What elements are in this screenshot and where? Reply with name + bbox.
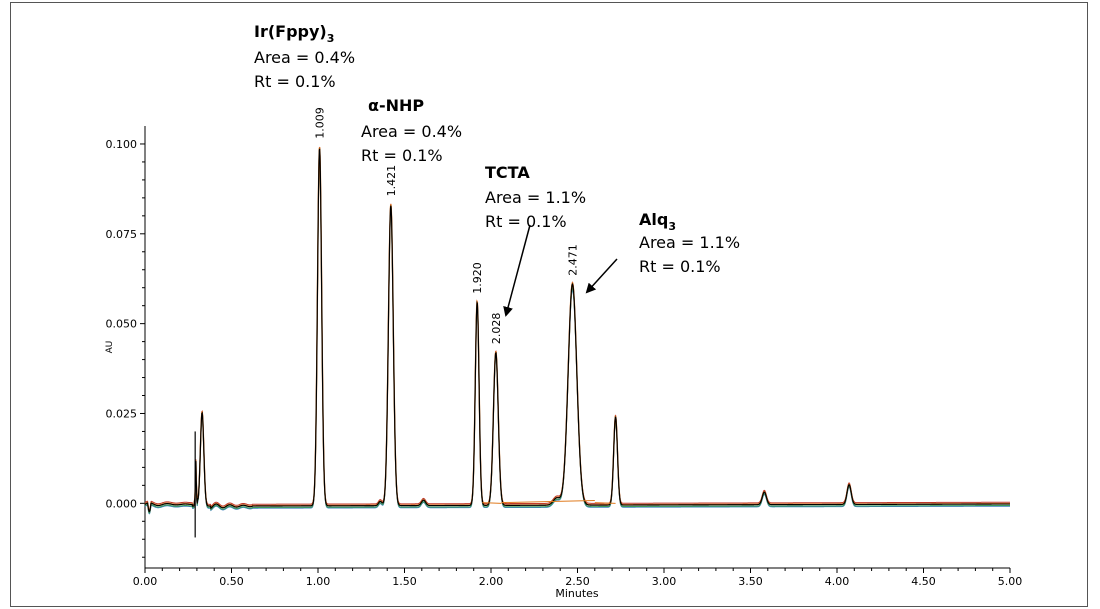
peak-rt-label: 2.028 [490, 313, 503, 345]
y-tick-label: 0.025 [106, 407, 138, 420]
annotation-alq-area: Area = 1.1% [639, 233, 740, 252]
y-axis-title: AU [105, 341, 115, 354]
annotation-irfppy: Ir(Fppy)3 Area = 0.4% Rt = 0.1% [254, 22, 355, 91]
annotation-tcta-name: TCTA [485, 163, 530, 182]
y-tick-label: 0.100 [106, 138, 138, 151]
x-ticks: 0.00 0.50 1.00 1.50 2.00 2.50 3.00 3.50 4.00 4.50… [133, 568, 1023, 588]
annotation-tcta-area: Area = 1.1% [485, 188, 586, 207]
x-tick-label: 4.00 [825, 575, 850, 588]
peak-rt-label: 1.009 [314, 107, 327, 139]
x-tick-label: 0.00 [133, 575, 158, 588]
integration-baseline [501, 500, 594, 502]
trace-blue [145, 156, 1010, 513]
y-tick-label: 0.000 [106, 497, 138, 510]
annotation-alq: Alq3 Area = 1.1% Rt = 0.1% [639, 210, 740, 276]
x-tick-label: 3.00 [652, 575, 677, 588]
annotation-anhp-area: Area = 0.4% [361, 122, 462, 141]
alq-arrow [587, 259, 617, 292]
tcta-arrow [506, 225, 530, 315]
x-tick-label: 0.50 [219, 575, 244, 588]
x-tick-label: 2.00 [479, 575, 504, 588]
y-tick-label: 0.075 [106, 228, 138, 241]
annotation-alq-rt: Rt = 0.1% [639, 257, 721, 276]
annotation-anhp-rt: Rt = 0.1% [361, 146, 443, 165]
annotation-anhp-name: α-NHP [368, 96, 424, 115]
annotation-irfppy-rt: Rt = 0.1% [254, 72, 336, 91]
x-tick-label: 1.50 [392, 575, 417, 588]
x-axis-title: Minutes [555, 587, 599, 600]
peak-rt-label: 1.421 [385, 165, 398, 197]
x-tick-label: 3.50 [738, 575, 763, 588]
peak-rt-label: 1.920 [471, 262, 484, 294]
trace-green [145, 154, 1010, 513]
annotation-irfppy-name: Ir(Fppy)3 [254, 22, 334, 45]
annotation-tcta-rt: Rt = 0.1% [485, 212, 567, 231]
peak-rt-label: 2.471 [567, 244, 580, 276]
annotation-alq-name: Alq3 [639, 210, 676, 233]
annotation-tcta: TCTA Area = 1.1% Rt = 0.1% [485, 163, 586, 231]
x-tick-label: 1.00 [306, 575, 331, 588]
annotation-anhp: α-NHP Area = 0.4% Rt = 0.1% [361, 96, 462, 165]
x-tick-label: 4.50 [911, 575, 936, 588]
x-tick-label: 5.00 [998, 575, 1023, 588]
annotation-irfppy-area: Area = 0.4% [254, 48, 355, 67]
y-tick-label: 0.050 [106, 318, 138, 331]
